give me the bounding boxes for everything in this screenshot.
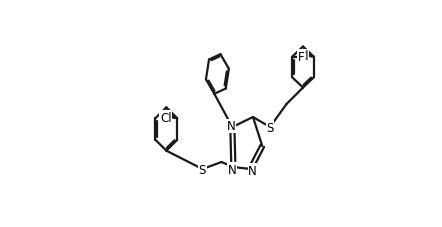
Text: N: N [227,120,236,133]
Text: N: N [228,163,236,176]
Text: S: S [199,163,206,176]
Text: Cl: Cl [297,50,309,63]
Text: N: N [248,164,257,177]
Text: Cl: Cl [160,111,171,124]
Text: F: F [297,51,304,64]
Text: S: S [267,121,274,134]
